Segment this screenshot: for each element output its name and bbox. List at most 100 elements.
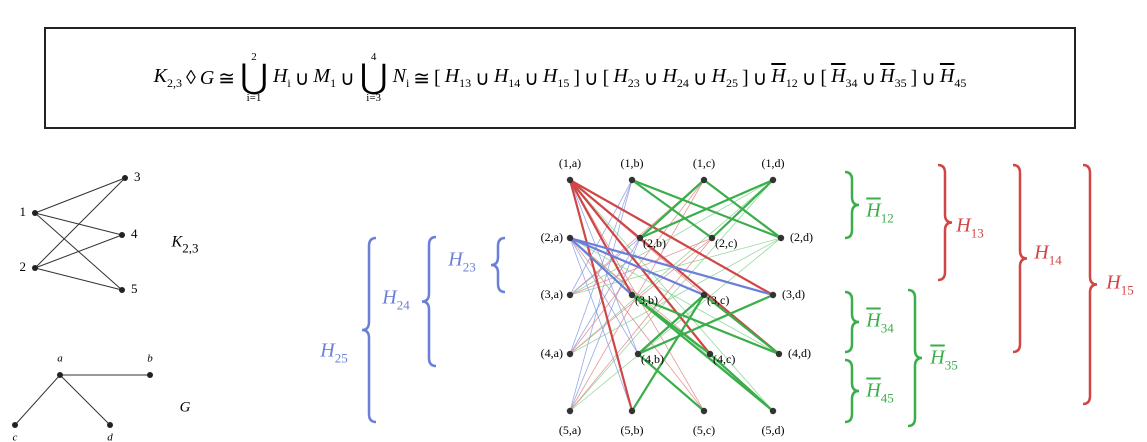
edge	[15, 375, 60, 425]
formula-token: ∪	[862, 66, 877, 91]
symbol: ∪	[802, 68, 817, 90]
node-label: (1,a)	[559, 156, 581, 170]
formula-token: H13	[445, 65, 471, 91]
brace	[908, 290, 922, 426]
node	[778, 235, 784, 241]
symbol: ∪	[584, 68, 599, 90]
formula-token: ∪	[921, 66, 936, 91]
node-label: 2	[20, 259, 27, 274]
subscript: 15	[1121, 283, 1134, 298]
formula-token: ∪	[295, 66, 310, 91]
node	[107, 422, 113, 428]
node	[567, 177, 573, 183]
symbol: ∪	[524, 68, 539, 90]
symbol: H	[448, 249, 462, 271]
big-union: 4⋃i=3	[360, 52, 388, 105]
symbol: H	[662, 65, 676, 87]
node	[629, 408, 635, 414]
formula-token: ∪	[475, 66, 490, 91]
formula-token: [	[603, 67, 610, 90]
formula-token: ∪	[584, 66, 599, 91]
edge	[640, 180, 773, 238]
node-label: 3	[134, 169, 141, 184]
symbol: ]	[742, 67, 749, 89]
symbol: ≅	[218, 68, 235, 90]
brace-label: H14	[1034, 242, 1061, 269]
symbol: ∪	[862, 68, 877, 90]
formula-token: H25	[712, 65, 738, 91]
symbol: K	[172, 234, 183, 251]
subscript: 1	[330, 76, 336, 90]
subscript: 23	[628, 76, 640, 90]
node	[119, 287, 125, 293]
edge	[570, 238, 712, 411]
brace-label: H23	[448, 249, 475, 276]
node-label: (5,b)	[621, 423, 644, 437]
node-label: (4,c)	[713, 352, 735, 366]
edge	[35, 235, 122, 268]
subscript: i	[406, 76, 409, 90]
brace	[845, 292, 859, 352]
graph-label: G	[180, 399, 191, 415]
node-label: (4,d)	[788, 346, 811, 360]
node-label: (2,a)	[541, 230, 563, 244]
symbol: H	[445, 65, 459, 87]
lower-limit: i=1	[247, 93, 262, 104]
subscript: 34	[881, 321, 894, 336]
subscript: 24	[677, 76, 689, 90]
node	[567, 235, 573, 241]
formula-token: ∪	[802, 66, 817, 91]
node	[119, 232, 125, 238]
node-label: (5,c)	[693, 423, 715, 437]
lower-limit: i=3	[366, 93, 381, 104]
formula-token: G	[200, 67, 214, 90]
brace	[1083, 165, 1097, 404]
symbol: ∪	[644, 68, 659, 90]
node-label: 5	[131, 281, 138, 296]
formula-token: K2,3	[154, 65, 182, 91]
node	[12, 422, 18, 428]
node	[629, 177, 635, 183]
symbol: H	[771, 65, 785, 87]
subscript: 14	[1049, 253, 1062, 268]
subscript: 13	[971, 226, 984, 241]
subscript: 23	[463, 260, 476, 275]
node-label: (3,c)	[707, 293, 729, 307]
brace-label: H34	[866, 310, 893, 337]
subscript: 2,3	[182, 241, 198, 256]
brace	[1013, 165, 1027, 352]
brace-label: H12	[866, 200, 893, 227]
formula-token: H34	[831, 65, 857, 91]
symbol: H	[1034, 242, 1048, 264]
symbol: ≅	[413, 68, 430, 90]
node	[57, 372, 63, 378]
subscript: 25	[335, 351, 348, 366]
brace-label: H25	[320, 340, 347, 367]
node	[776, 351, 782, 357]
symbol: H	[956, 215, 970, 237]
subscript: 25	[726, 76, 738, 90]
symbol: ]	[911, 67, 918, 89]
node	[122, 175, 128, 181]
symbol: [	[820, 67, 827, 89]
formula-token: H12	[771, 65, 797, 91]
edge	[570, 238, 704, 295]
formula-token: H23	[613, 65, 639, 91]
node-label: (3,a)	[541, 287, 563, 301]
subscript: 35	[945, 358, 958, 373]
formula-token: H15	[543, 65, 569, 91]
brace-label: H45	[866, 380, 893, 407]
union-symbol: ⋃	[360, 63, 388, 94]
node	[32, 265, 38, 271]
node-label: c	[13, 432, 18, 442]
symbol: ∪	[921, 68, 936, 90]
node-label: (2,c)	[715, 236, 737, 250]
formula-token: ≅	[413, 66, 430, 91]
symbol: H	[543, 65, 557, 87]
formula-token: H45	[940, 65, 966, 91]
formula-token: ∪	[340, 66, 355, 91]
formula-token: ∪	[693, 66, 708, 91]
symbol: H	[831, 65, 845, 87]
node	[770, 292, 776, 298]
node-label: 4	[131, 226, 138, 241]
